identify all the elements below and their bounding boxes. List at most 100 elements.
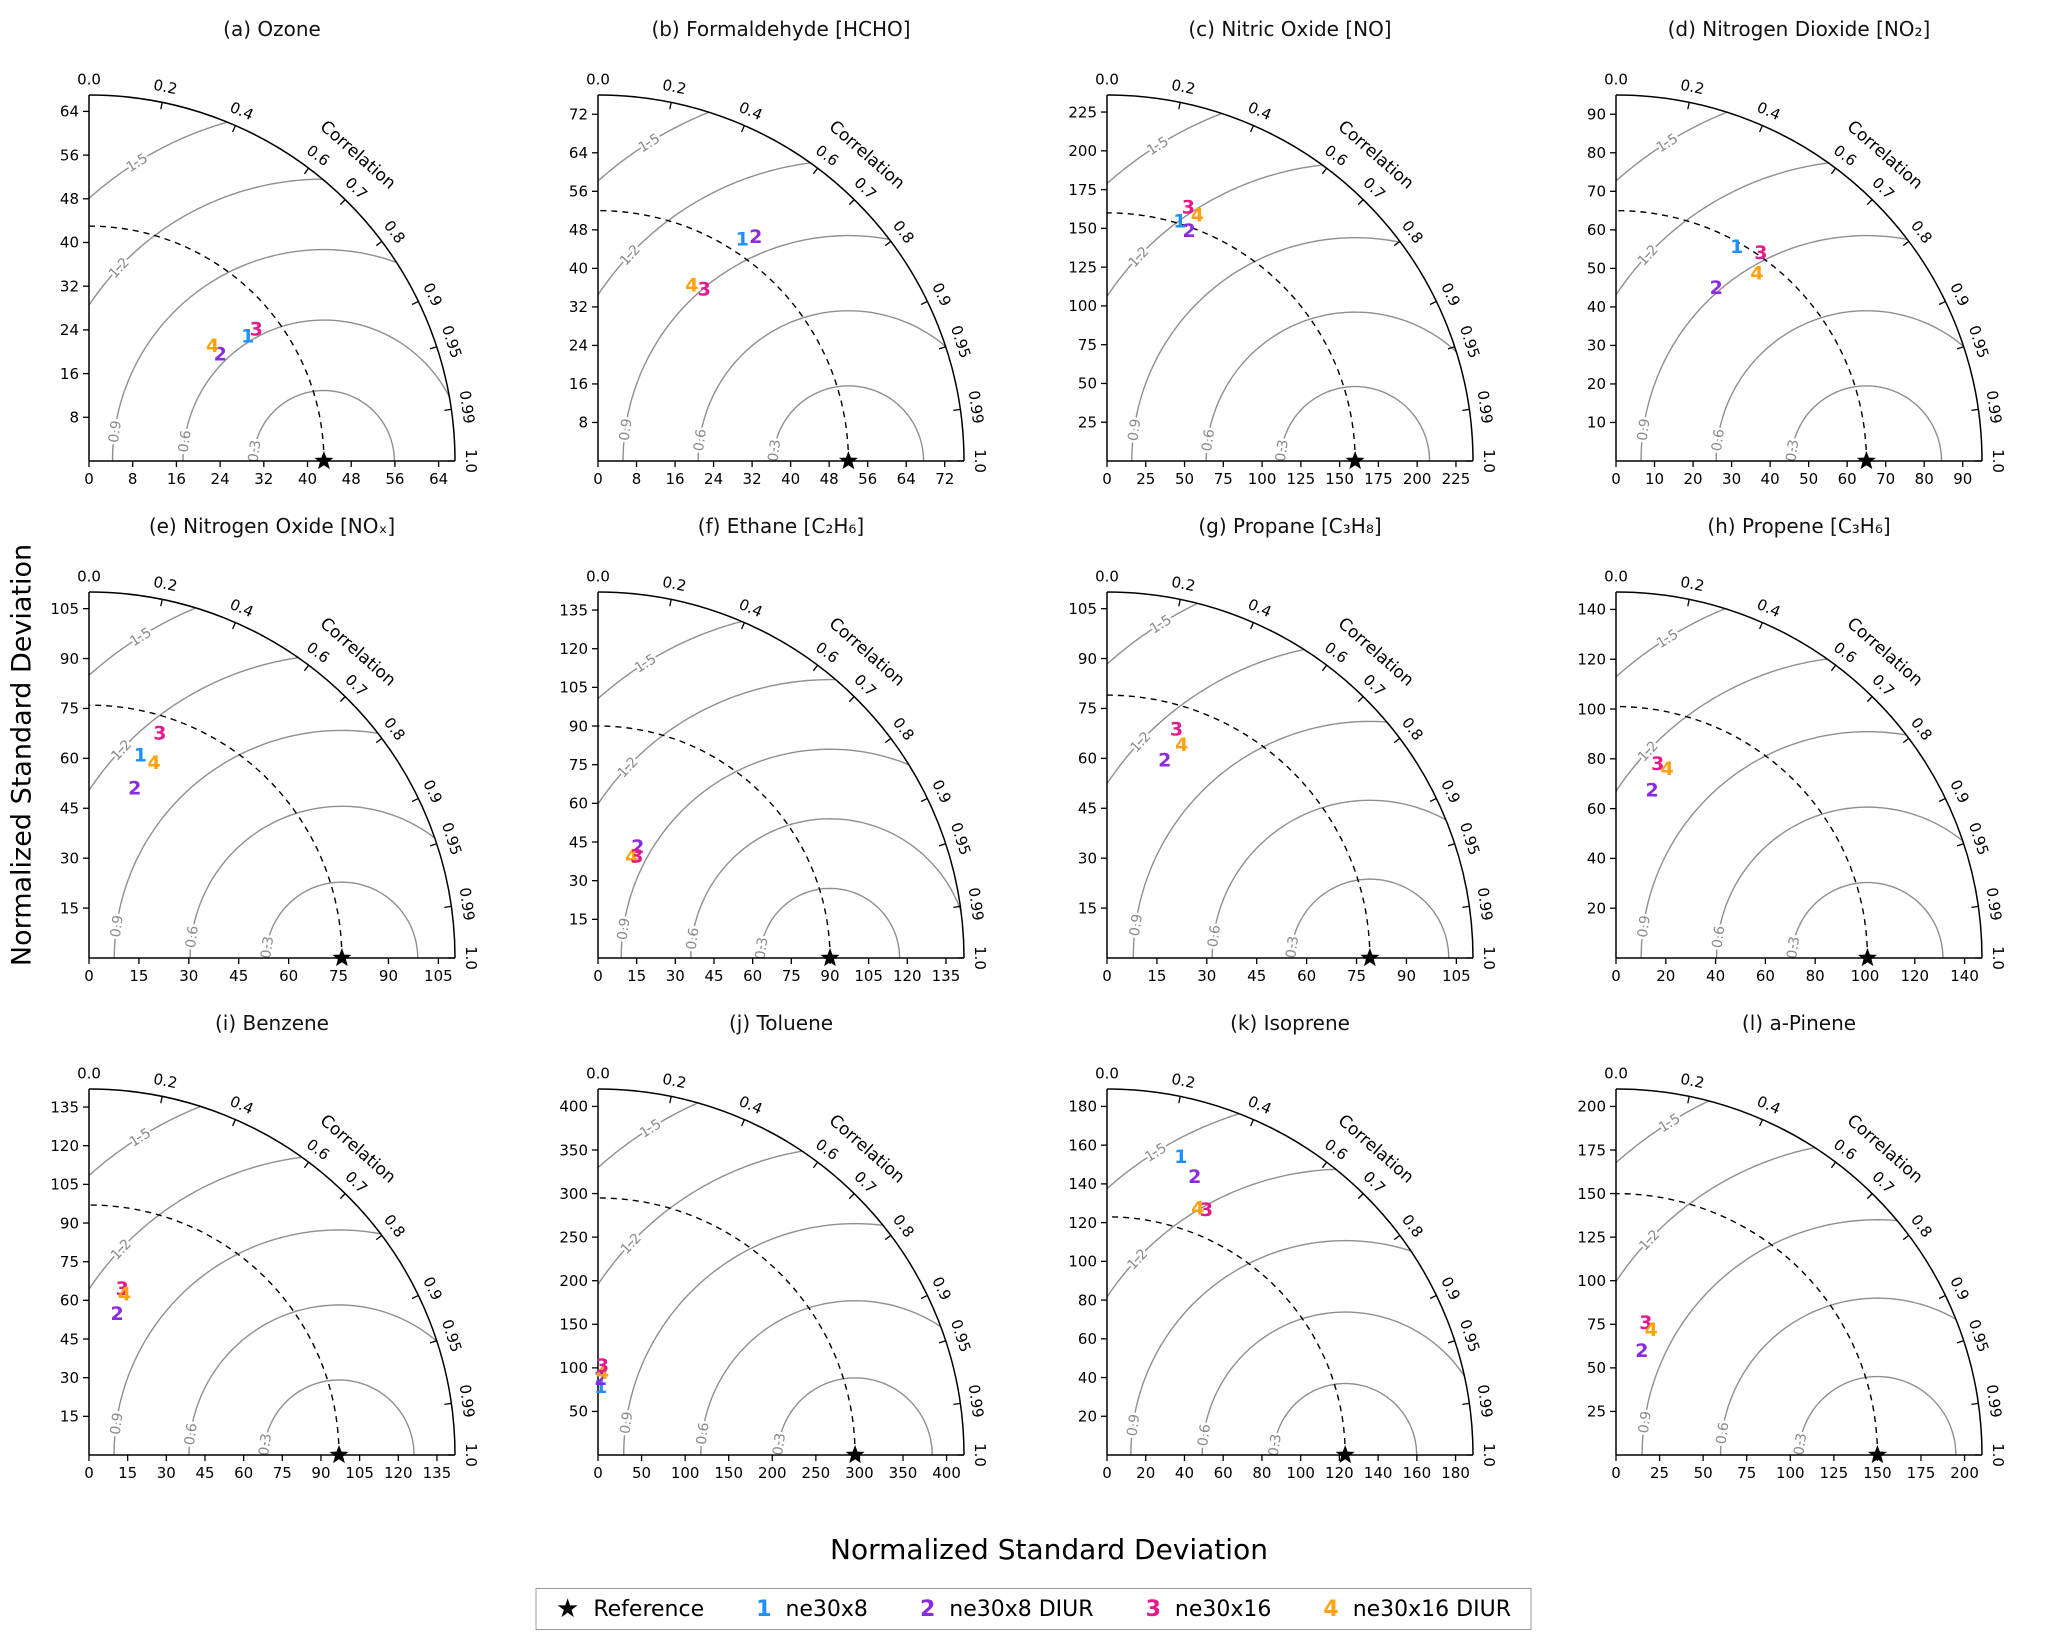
- y-tick-label: 20: [1587, 899, 1606, 917]
- x-tick-label: 0: [1611, 1464, 1621, 1482]
- rms-contour: [1106, 602, 1198, 665]
- x-tick-label: 75: [1347, 967, 1366, 985]
- reference-star-icon: [820, 948, 840, 967]
- rms-contour: [1290, 878, 1450, 959]
- y-tick-label: 160: [1068, 1136, 1097, 1154]
- correlation-tick-label: 0.95: [1456, 820, 1484, 857]
- rms-contour: [1640, 731, 1907, 959]
- correlation-tick-label: 0.95: [438, 323, 466, 360]
- x-tick-label: 70: [1876, 470, 1895, 488]
- point-model-2: 2: [1645, 780, 1658, 802]
- x-tick-label: 150: [1325, 470, 1354, 488]
- correlation-tick-label: 0.2: [1170, 573, 1197, 595]
- x-tick-label: 15: [1147, 967, 1166, 985]
- reference-star-icon: [332, 948, 352, 967]
- correlation-tick-label: 0.4: [1754, 595, 1783, 621]
- point-model-4: 4: [1645, 1319, 1658, 1341]
- y-tick-label: 50: [569, 1403, 588, 1421]
- x-tick-label: 16: [167, 470, 186, 488]
- rms-contour: [1280, 385, 1431, 462]
- correlation-tick-label: 0.2: [1679, 76, 1706, 98]
- reference-std-arc: [1106, 1216, 1346, 1456]
- taylor-panel-b: 0.3 0.6 0.9 1.2 1.5 0 8 8 16 16 24 24 32 32 40 40 48 48 56…: [540, 10, 1049, 507]
- correlation-tick-label: 1.0: [462, 449, 480, 473]
- correlation-tick-label: 0.4: [1245, 595, 1274, 621]
- correlation-tick-label: 0.9: [1437, 280, 1464, 309]
- correlation-tick-label: 0.2: [1679, 573, 1706, 595]
- x-tick-label: 175: [1364, 470, 1393, 488]
- y-tick-label: 30: [60, 1369, 79, 1387]
- taylor-panel-a: 0.3 0.6 0.9 1.2 1.5 0 8 8 16 16 24 24 32 32 40 40 48 48 56…: [31, 10, 540, 507]
- y-tick-label: 80: [1587, 750, 1606, 768]
- x-tick-label: 0: [593, 470, 603, 488]
- x-tick-label: 40: [1761, 470, 1780, 488]
- correlation-tick-label: 0.4: [736, 595, 765, 621]
- y-tick-label: 90: [60, 1214, 79, 1232]
- y-tick-label: 175: [1577, 1141, 1606, 1159]
- x-tick-label: 40: [1706, 967, 1725, 985]
- correlation-tick-label: 0.95: [947, 820, 975, 857]
- y-tick-label: 15: [569, 911, 588, 929]
- rms-contour: [1131, 237, 1401, 462]
- x-tick-label: 25: [1136, 470, 1155, 488]
- y-tick-label: 120: [559, 640, 588, 658]
- x-tick-label: 140: [1364, 1464, 1393, 1482]
- rms-contour: [1615, 1100, 1710, 1164]
- reference-star-icon: [838, 451, 858, 470]
- rms-contour-label: 1.5: [1656, 1111, 1683, 1136]
- panel-title: (d) Nitrogen Dioxide [NO₂]: [1668, 17, 1931, 41]
- rms-contour: [700, 1300, 942, 1456]
- taylor-plot-k: 0.30.60.91.21.50 202040406060808010010012…: [1068, 1011, 1497, 1482]
- correlation-tick-label: 0.4: [227, 98, 256, 124]
- y-tick-label: 200: [559, 1272, 588, 1290]
- correlation-tick-label: 0.0: [1095, 567, 1119, 585]
- y-tick-label: 30: [60, 849, 79, 867]
- x-tick-label: 30: [1197, 967, 1216, 985]
- rms-contour: [182, 319, 450, 461]
- correlation-tick-label: 0.95: [1965, 820, 1993, 857]
- correlation-tick-label: 0.7: [850, 1168, 880, 1198]
- rms-contour-label: 1.5: [1654, 626, 1681, 651]
- reference-star-icon: [845, 1445, 865, 1464]
- correlation-tick-label: 0.2: [1679, 1070, 1706, 1092]
- rms-contour: [1106, 112, 1223, 185]
- correlation-tick-label: 0.6: [1830, 638, 1860, 667]
- point-model-3: 3: [1182, 197, 1195, 219]
- y-tick-label: 8: [578, 414, 588, 432]
- taylor-panel-f: 0.3 0.6 0.9 1.2 1.5 0 15 15 30 30 45 45 60 60 75 75 90 90…: [540, 507, 1049, 1004]
- point-model-1: 1: [134, 744, 147, 766]
- correlation-tick-label: 0.2: [1170, 76, 1197, 98]
- correlation-tick-label: 0.8: [380, 217, 409, 247]
- point-model-3: 3: [250, 319, 263, 341]
- y-tick-label: 45: [60, 1330, 79, 1348]
- correlation-tick-label: 1.0: [971, 449, 989, 473]
- x-tick-label: 60: [1838, 470, 1857, 488]
- point-model-4: 4: [625, 846, 638, 868]
- correlation-tick-label: 0.2: [152, 1070, 179, 1092]
- x-tick-label: 24: [704, 470, 723, 488]
- taylor-plot-f: 0.30.60.91.21.50 151530304545606075759090…: [559, 514, 988, 985]
- correlation-tick-label: 0.0: [1095, 70, 1119, 88]
- x-tick-label: 16: [666, 470, 685, 488]
- y-tick-label: 105: [559, 679, 588, 697]
- y-tick-label: 20: [1587, 375, 1606, 393]
- x-tick-label: 45: [1247, 967, 1266, 985]
- correlation-tick-label: 0.95: [438, 1317, 466, 1354]
- y-tick-label: 135: [559, 601, 588, 619]
- reference-star-icon: [1345, 451, 1365, 470]
- y-tick-label: 250: [559, 1228, 588, 1246]
- rms-contour-label: 0.6: [176, 429, 195, 453]
- correlation-tick-label: 0.0: [77, 70, 101, 88]
- correlation-tick-label: 0.9: [1946, 280, 1973, 309]
- correlation-tick-label: 0.0: [1604, 567, 1628, 585]
- x-tick-label: 10: [1645, 470, 1664, 488]
- rms-contour-label: 1.5: [1142, 1140, 1169, 1165]
- rms-contour: [1615, 658, 1828, 792]
- correlation-tick-label: 0.4: [1245, 1092, 1274, 1118]
- y-tick-label: 15: [60, 1408, 79, 1426]
- rms-contour-label: 0.3: [1266, 1433, 1285, 1457]
- rms-contour-label: 0.3: [753, 936, 772, 960]
- y-tick-label: 120: [50, 1137, 79, 1155]
- correlation-tick-label: 0.95: [947, 1317, 975, 1354]
- correlation-tick-label: 0.2: [661, 76, 688, 98]
